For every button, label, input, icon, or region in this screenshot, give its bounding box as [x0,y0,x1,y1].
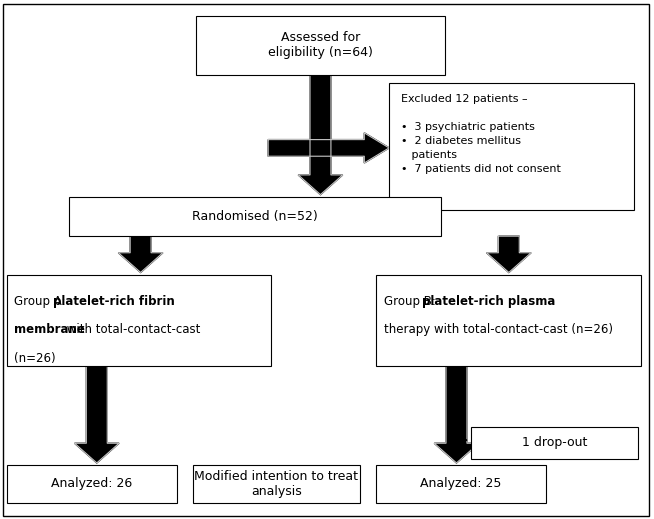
Text: Assessed for
eligibility (n=64): Assessed for eligibility (n=64) [268,32,373,59]
FancyBboxPatch shape [376,275,641,366]
Text: Group A:: Group A: [14,295,69,308]
Polygon shape [434,366,479,463]
Text: 1 drop-out: 1 drop-out [522,436,587,449]
Polygon shape [118,236,163,272]
Polygon shape [268,133,389,163]
Polygon shape [298,75,343,195]
Text: with total-contact-cast: with total-contact-cast [63,323,200,336]
FancyBboxPatch shape [7,275,271,366]
Text: membrane: membrane [14,323,85,336]
FancyBboxPatch shape [193,465,360,503]
Text: therapy with total-contact-cast (n=26): therapy with total-contact-cast (n=26) [384,323,613,336]
Text: platelet-rich fibrin: platelet-rich fibrin [53,295,175,308]
Text: platelet-rich plasma: platelet-rich plasma [422,295,556,308]
FancyBboxPatch shape [471,427,638,459]
Polygon shape [75,366,119,463]
Text: Excluded 12 patients –

•  3 psychiatric patients
•  2 diabetes mellitus
   pati: Excluded 12 patients – • 3 psychiatric p… [401,94,560,174]
Text: Group B:: Group B: [384,295,439,308]
FancyBboxPatch shape [69,197,441,236]
Polygon shape [487,236,531,272]
FancyBboxPatch shape [7,465,177,503]
FancyBboxPatch shape [376,465,546,503]
Text: Analyzed: 25: Analyzed: 25 [421,477,502,490]
Text: (n=26): (n=26) [14,352,56,365]
Text: Modified intention to treat
analysis: Modified intention to treat analysis [194,470,358,498]
Text: Analyzed: 26: Analyzed: 26 [51,477,132,490]
FancyBboxPatch shape [196,16,445,75]
Text: Randomised (n=52): Randomised (n=52) [192,210,318,223]
FancyBboxPatch shape [389,83,634,210]
